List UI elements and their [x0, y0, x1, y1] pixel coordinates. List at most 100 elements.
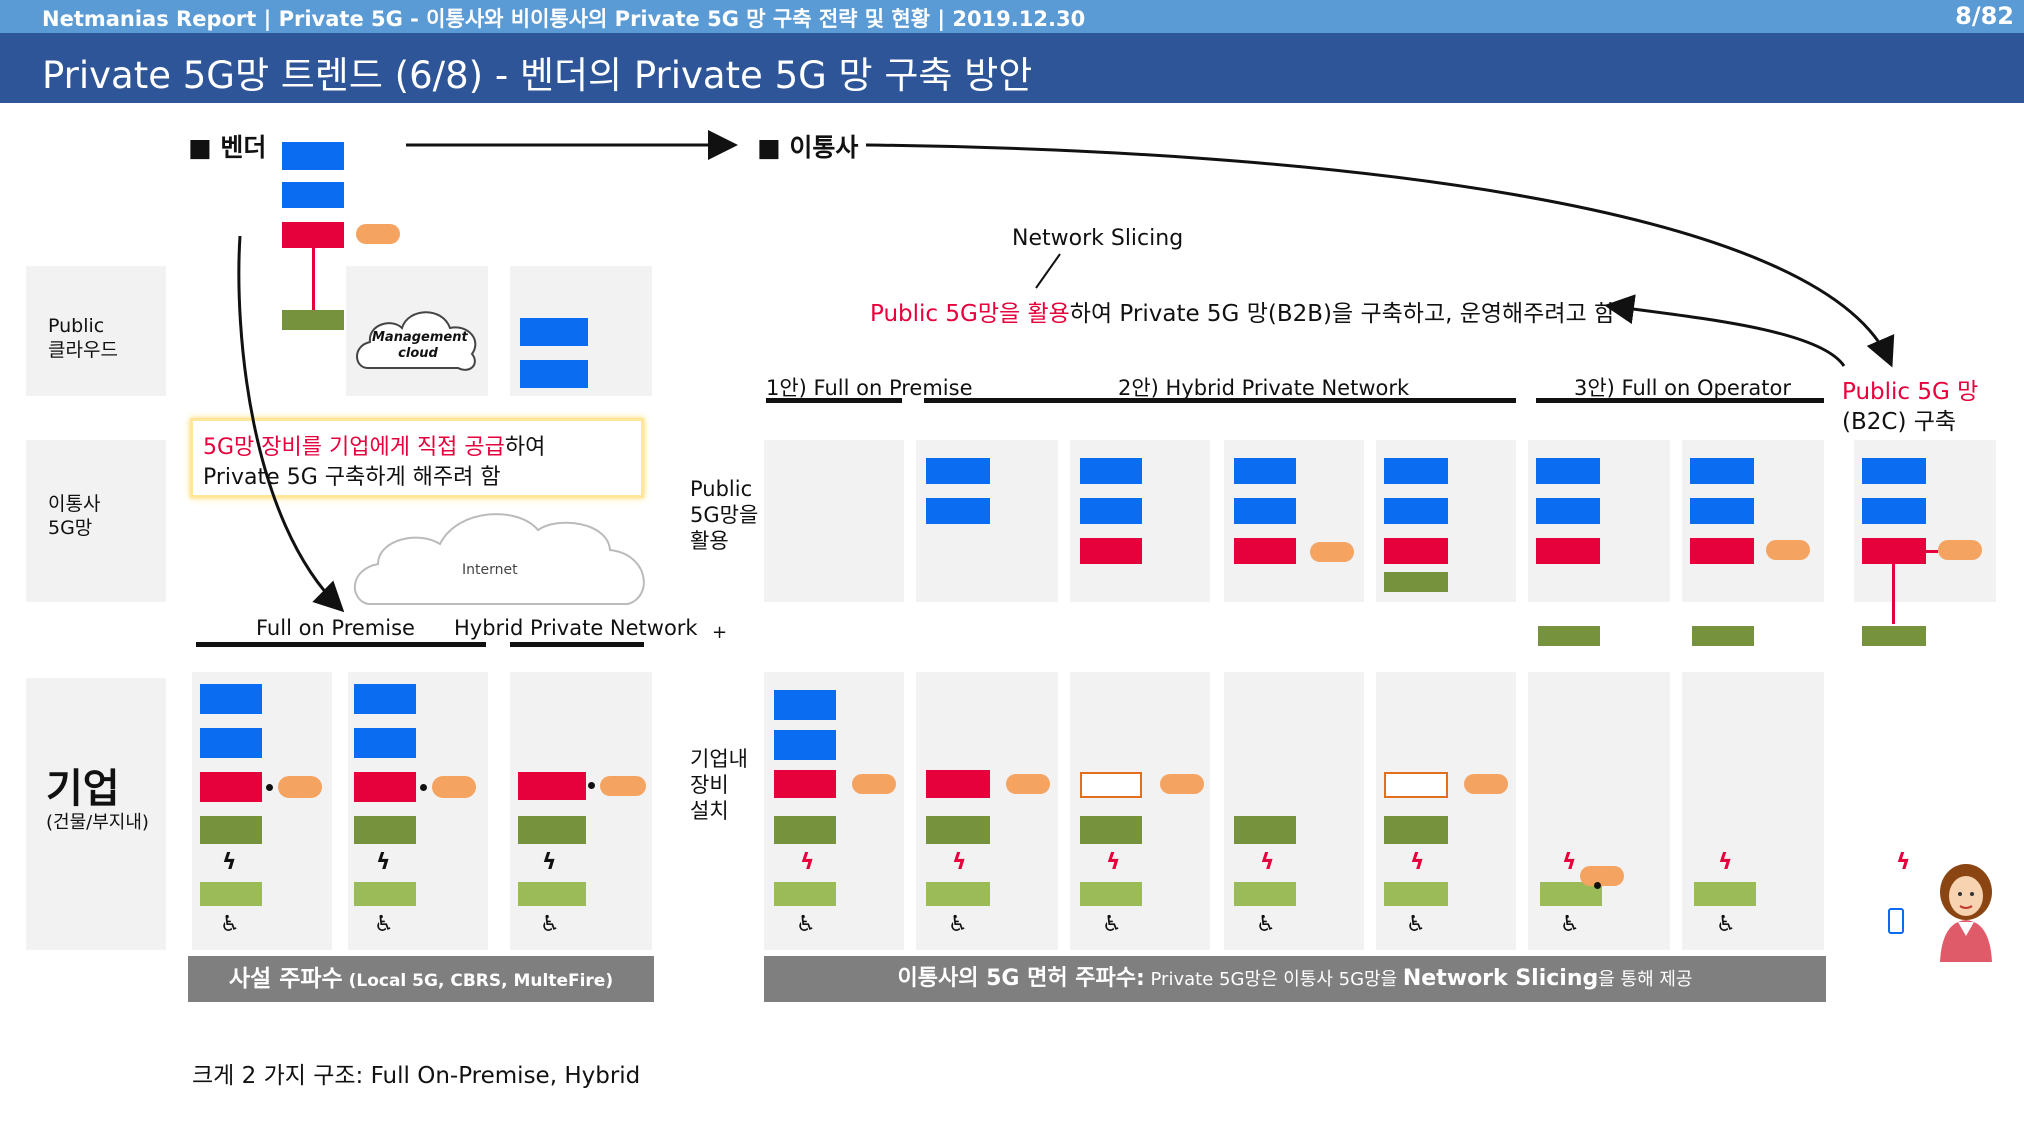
- mec-block: [278, 776, 322, 798]
- upf-block: [518, 772, 586, 800]
- operator-enterprise-panel-1: ϟ ♿: [764, 672, 904, 950]
- vendor-footer: 사설 주파수 (Local 5G, CBRS, MulteFire): [188, 956, 654, 1002]
- core-block: [200, 684, 262, 714]
- operator-section-label: ■ 이통사: [757, 133, 859, 162]
- operator-footer: 이통사의 5G 면허 주파수: Private 5G망은 이통사 5G망을 Ne…: [764, 956, 1826, 1002]
- radio-link-icon: ϟ: [1718, 850, 1733, 875]
- device-block: [1540, 882, 1602, 906]
- upf-block: [1234, 538, 1296, 564]
- connector-dot: [1594, 882, 1601, 889]
- footer-small: 을 통해 제공: [1598, 969, 1693, 990]
- row-label-line: Public: [48, 315, 105, 337]
- public-5g-panel: [1854, 440, 1996, 624]
- user-computer-icon: ♿: [540, 912, 560, 937]
- device-block: [1080, 882, 1142, 906]
- network-slicing-label: Network Slicing: [1012, 226, 1184, 251]
- core-block: [1384, 458, 1448, 484]
- slicing-highlight: Public 5G망을 활용: [870, 301, 1070, 327]
- link-line: [312, 248, 315, 310]
- vendor-option-full-on-premise: Full on Premise: [256, 616, 415, 640]
- ran-block: [200, 816, 262, 844]
- connector-dot: [266, 784, 273, 791]
- core-block: [1862, 458, 1926, 484]
- device-block: [200, 882, 262, 906]
- radio-link-icon: ϟ: [952, 850, 967, 875]
- core-block: [1384, 498, 1448, 524]
- radio-link-icon: ϟ: [1410, 850, 1425, 875]
- mec-block: [1938, 540, 1982, 560]
- link-line: [1892, 564, 1895, 624]
- mid-label-line: 활용: [690, 529, 729, 553]
- core-block: [354, 684, 416, 714]
- mid-label-line: 기업내: [690, 747, 748, 771]
- operator-top-panel-4: [1224, 440, 1364, 602]
- upf-outline-block: [1080, 772, 1142, 798]
- ran-block: [354, 816, 416, 844]
- operator-option-3: 3안) Full on Operator: [1574, 376, 1791, 400]
- radio-link-icon: ϟ: [1260, 850, 1275, 875]
- vendor-option-hybrid: Hybrid Private Network: [454, 616, 698, 640]
- option-bar: [1536, 398, 1824, 403]
- operator-option-2: 2안) Hybrid Private Network: [1118, 376, 1410, 400]
- vendor-enterprise-panel-2: ϟ ♿: [348, 672, 488, 950]
- connector-dot: [420, 784, 427, 791]
- radio-link-icon: ϟ: [800, 850, 815, 875]
- core-block: [1234, 458, 1296, 484]
- device-block: [1694, 882, 1756, 906]
- enterprise-label: 기업: [46, 766, 120, 812]
- plus-sign: +: [712, 622, 728, 643]
- public-5g-to-slicing-arrow: [1604, 294, 1846, 367]
- user-computer-icon: ♿: [1406, 912, 1426, 937]
- ran-block: [1692, 626, 1754, 646]
- operator-enterprise-panel-6: ϟ ♿: [1528, 672, 1670, 950]
- mid-label-line: 설치: [690, 799, 729, 823]
- user-computer-icon: ♿: [1560, 912, 1580, 937]
- mid-label-line: Public: [690, 477, 753, 501]
- internet-cloud-icon: [353, 513, 645, 605]
- callout-highlight: 5G망 장비를 기업에게 직접 공급: [203, 435, 505, 460]
- option-bar: [766, 398, 902, 403]
- public-5g-use-label: Public 5G망을 활용: [690, 476, 758, 554]
- mec-block: [432, 776, 476, 798]
- connector-dot: [588, 782, 595, 789]
- operator-enterprise-panel-2: ϟ ♿: [916, 672, 1058, 950]
- report-title: Netmanias Report | Private 5G - 이통사와 비이통…: [42, 7, 1086, 31]
- ran-block: [926, 816, 990, 844]
- mec-block: [1160, 774, 1204, 794]
- device-block: [1384, 882, 1448, 906]
- user-computer-icon: ♿: [220, 912, 240, 937]
- ran-block: [1080, 816, 1142, 844]
- vendor-enterprise-panel-1: ϟ ♿: [192, 672, 332, 950]
- footer-small: Private 5G망은 이통사 5G망을: [1144, 969, 1403, 990]
- upf-block: [1690, 538, 1754, 564]
- core-block: [1536, 498, 1600, 524]
- row-label-line: 5G망: [48, 517, 93, 539]
- ran-block: [282, 310, 344, 330]
- upf-block: [1080, 538, 1142, 564]
- operator-option-1: 1안) Full on Premise: [766, 376, 973, 400]
- core-block: [774, 690, 836, 720]
- mec-block: [356, 224, 400, 244]
- mid-label-line: 5G망을: [690, 503, 759, 527]
- user-computer-icon: ♿: [796, 912, 816, 937]
- slicing-text: 하여 Private 5G 망(B2B)을 구축하고, 운영해주려고 함: [1069, 301, 1616, 327]
- slide-title: Private 5G망 트렌드 (6/8) - 벤더의 Private 5G 망…: [42, 54, 1033, 97]
- ran-block: [1234, 816, 1296, 844]
- user-computer-icon: ♿: [1716, 912, 1736, 937]
- management-cloud-icon: [356, 311, 477, 371]
- radio-link-icon: ϟ: [1562, 850, 1577, 875]
- footer-small: (Local 5G, CBRS, MulteFire): [342, 971, 614, 991]
- mec-block: [1464, 774, 1508, 794]
- core-block: [1862, 498, 1926, 524]
- operator-top-panel-1: [764, 440, 904, 602]
- internet-label: Internet: [462, 562, 518, 578]
- mid-label-line: 장비: [690, 773, 729, 797]
- vendor-callout: 5G망 장비를 기업에게 직접 공급하여 Private 5G 구축하게 해주려…: [190, 418, 644, 498]
- radio-link-icon: ϟ: [1106, 850, 1121, 875]
- smartphone-icon: [1888, 908, 1904, 934]
- row-label-line: 클라우드: [48, 339, 118, 361]
- core-block: [200, 728, 262, 758]
- footer-bold: Network Slicing: [1402, 966, 1599, 991]
- upf-block: [774, 770, 836, 798]
- footer-bold: 사설 주파수: [228, 966, 343, 992]
